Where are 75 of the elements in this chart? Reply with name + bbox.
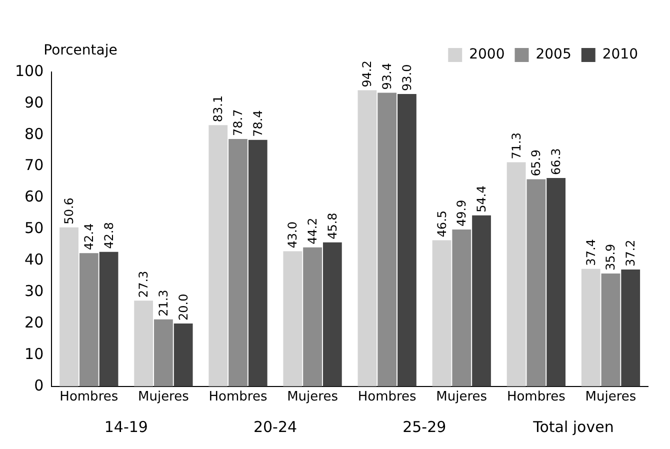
x-tick-label: Hombres: [506, 390, 566, 405]
x-tick-label: Mujeres: [585, 390, 636, 405]
bar: [378, 92, 397, 386]
y-tick-label: 50: [24, 219, 44, 238]
data-label: 66.3: [549, 148, 564, 175]
y-tick-label: 20: [24, 313, 44, 332]
data-label: 71.3: [509, 132, 524, 160]
bar: [154, 319, 173, 386]
bar: [134, 300, 154, 386]
text: Total joven: [532, 418, 614, 436]
bar: [526, 179, 546, 386]
bar: [208, 125, 228, 386]
y-tick-label: 30: [24, 282, 44, 300]
x-tick-label: Hombres: [60, 390, 118, 405]
bar: [303, 247, 322, 386]
text: 25-29: [402, 418, 446, 436]
legend-label: 2005: [536, 46, 572, 63]
bar: [79, 253, 98, 386]
y-axis-title: Porcentaje: [44, 42, 118, 59]
data-label: 50.6: [62, 198, 76, 224]
data-label: 94.2: [360, 60, 374, 88]
x-tick-label: Mujeres: [138, 390, 190, 405]
x-tick-label: Hombres: [358, 390, 417, 405]
bar: [60, 227, 78, 386]
data-label: 78.4: [250, 110, 265, 137]
bar: [601, 274, 620, 386]
x-tick-label: Mujeres: [436, 390, 488, 405]
y-tick-label: 60: [24, 188, 44, 206]
bar: [472, 215, 491, 386]
y-tick-label: 70: [24, 156, 44, 174]
x-tick-label: Mujeres: [287, 390, 338, 405]
bar: [432, 240, 452, 386]
text: 14-19: [104, 418, 148, 436]
bar: [358, 90, 377, 386]
bar: [228, 138, 248, 386]
bar: [621, 269, 640, 386]
data-label: 93.4: [380, 63, 394, 90]
bar: [581, 268, 600, 386]
data-label: 37.2: [624, 240, 638, 266]
bar: [506, 162, 526, 386]
data-label: 78.7: [230, 109, 245, 136]
bar: [546, 178, 566, 386]
data-label: 42.8: [102, 222, 116, 249]
bar: [322, 242, 342, 386]
data-label: 45.8: [325, 212, 340, 240]
data-label: 93.0: [400, 64, 414, 92]
legend-label: 2010: [602, 46, 638, 63]
data-label: 37.4: [584, 239, 598, 266]
y-tick-label: 40: [24, 250, 44, 269]
data-label: 43.0: [286, 221, 300, 248]
y-tick-label: 0: [34, 376, 44, 394]
data-label: 49.9: [454, 200, 469, 227]
text: 20-24: [253, 418, 298, 436]
data-label: 35.9: [604, 244, 618, 271]
data-label: 27.3: [136, 270, 151, 298]
data-label: 54.4: [474, 186, 489, 212]
data-label: 65.9: [529, 149, 544, 176]
data-label: 21.3: [156, 290, 170, 316]
data-label: 83.1: [211, 95, 226, 122]
bar: [398, 94, 416, 386]
x-tick-label: Hombres: [208, 390, 268, 405]
y-tick-label: 90: [24, 93, 44, 112]
data-label: 46.5: [434, 210, 449, 238]
bar: [99, 252, 118, 386]
data-label: 20.0: [176, 294, 190, 321]
y-tick-label: 80: [24, 124, 44, 143]
bar: [452, 230, 472, 386]
bar: [174, 324, 193, 386]
y-tick-label: 10: [24, 344, 44, 363]
data-label: 44.2: [306, 218, 320, 244]
bar: [248, 140, 268, 386]
y-tick-label: 100: [14, 62, 44, 80]
bar: [283, 251, 302, 386]
data-label: 42.4: [82, 223, 96, 250]
legend-label: 2000: [469, 46, 505, 63]
